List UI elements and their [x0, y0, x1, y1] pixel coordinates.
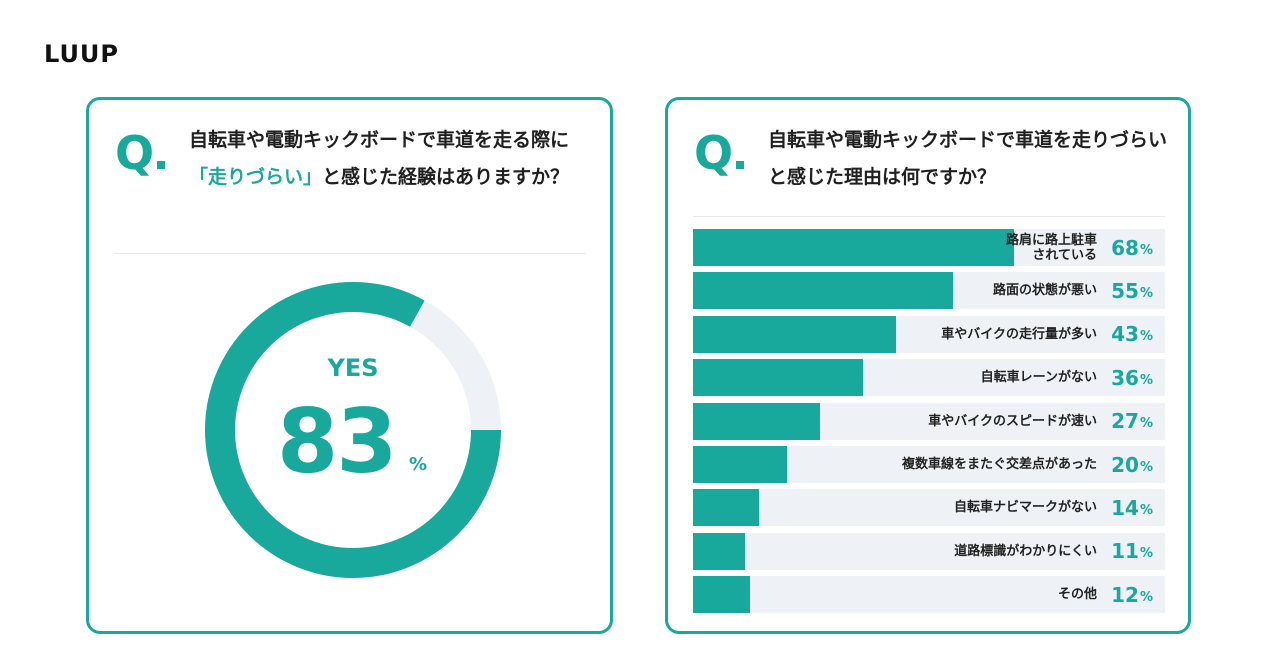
- bar: [693, 576, 750, 614]
- bar-value: 43%: [1111, 322, 1153, 347]
- bar: [693, 446, 788, 483]
- bar-label: 路肩に路上駐車 されている: [1005, 232, 1097, 263]
- bar: [693, 489, 760, 527]
- q-mark: Q: [694, 130, 745, 176]
- bar-row: 自転車レーンがない 36%: [693, 359, 1165, 397]
- bar-row: 複数車線をまたぐ交差点があった 20%: [693, 446, 1165, 483]
- bar-label: 道路標識がわかりにくい: [954, 543, 1097, 559]
- question-text: 自転車や電動キックボードで車道を走りづらいと感じた理由は何ですか？: [768, 129, 1168, 188]
- bar-value: 11%: [1111, 539, 1153, 564]
- bar-value: 20%: [1111, 452, 1153, 477]
- divider: [114, 253, 586, 254]
- question-card-reasons: Q 自転車や電動キックボードで車道を走りづらいと感じた理由は何ですか？ 路肩に路…: [665, 97, 1191, 634]
- bar-row: 道路標識がわかりにくい 11%: [693, 532, 1165, 570]
- bar-value: 14%: [1111, 495, 1153, 520]
- bar: [693, 359, 863, 397]
- divider: [693, 216, 1165, 217]
- bar-value: 12%: [1111, 582, 1153, 607]
- donut-slice-yes: [205, 282, 501, 578]
- bar: [693, 532, 745, 570]
- question-highlight: 「走りづらい」: [189, 166, 323, 188]
- bar-label: 自転車レーンがない: [980, 370, 1097, 386]
- bar-row: 路面の状態が悪い 55%: [693, 272, 1165, 310]
- bar-row: 車やバイクの走行量が多い 43%: [693, 315, 1165, 353]
- bar-label: 自転車ナビマークがない: [953, 500, 1097, 516]
- question-text: 自転車や電動キックボードで車道を走る際に「走りづらい」と感じた経験はありますか？: [189, 129, 570, 188]
- bar-label: 複数車線をまたぐ交差点があった: [901, 457, 1097, 472]
- bar-label: 車やバイクの走行量が多い: [941, 326, 1097, 342]
- answer-label: YES: [327, 354, 379, 382]
- bar-label: 路面の状態が悪い: [992, 283, 1097, 299]
- bar-value: 36%: [1111, 365, 1153, 390]
- question-card-experience: Q 自転車や電動キックボードで車道を走る際に「走りづらい」と感じた経験はあります…: [86, 97, 613, 634]
- percent-unit: %: [409, 454, 428, 475]
- bar: [693, 315, 896, 353]
- bar: [693, 272, 953, 310]
- bar-label: その他: [1057, 587, 1097, 603]
- bar-label: 車やバイクのスピードが速い: [928, 413, 1097, 429]
- bar-value: 27%: [1111, 409, 1153, 434]
- luup-logo: LUUP: [44, 40, 120, 68]
- bar: [693, 402, 821, 440]
- bar-row: 路肩に路上駐車 されている 68%: [693, 229, 1165, 266]
- percent-value: 83: [277, 390, 397, 493]
- bar: [693, 229, 1014, 266]
- donut-chart: [205, 282, 501, 578]
- bar-row: その他 12%: [693, 576, 1165, 614]
- bar-value: 55%: [1111, 278, 1153, 303]
- bar-row: 車やバイクのスピードが速い 27%: [693, 402, 1165, 440]
- bar-value: 68%: [1111, 235, 1153, 260]
- bar-row: 自転車ナビマークがない 14%: [693, 489, 1165, 527]
- q-mark: Q: [115, 130, 166, 176]
